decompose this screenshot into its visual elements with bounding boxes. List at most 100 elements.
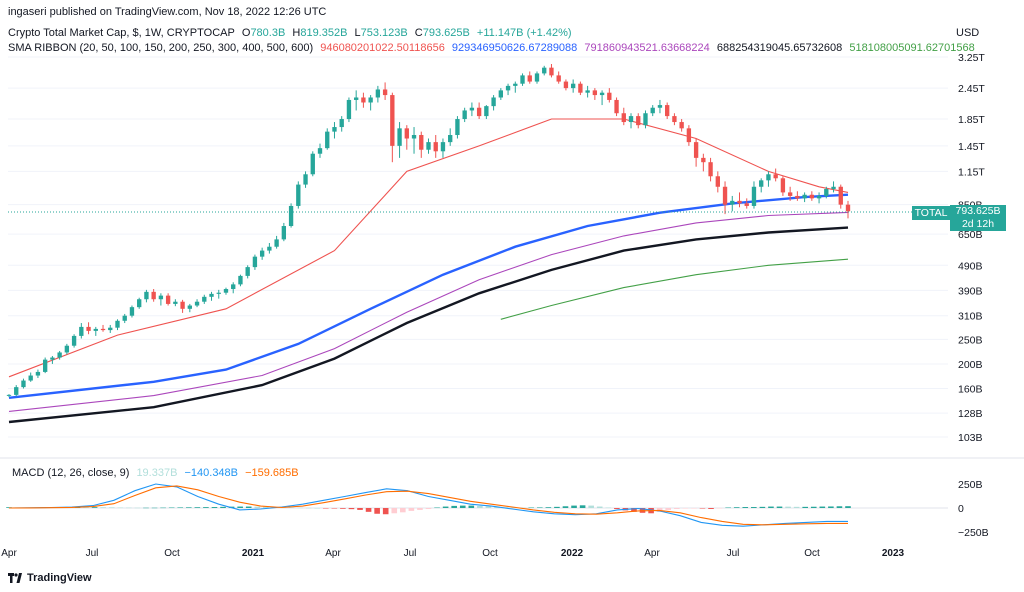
candle-body [657, 105, 663, 108]
candle-body [79, 326, 84, 336]
candle-body [585, 90, 590, 93]
brand-footer[interactable]: TradingView [8, 572, 92, 584]
candle-body [730, 200, 735, 205]
macd-line [8, 483, 848, 527]
macd-histogram-bar [596, 506, 603, 508]
candle-body [787, 192, 793, 196]
candle-body [303, 174, 308, 185]
candle-body [339, 119, 344, 128]
candle-body [505, 85, 511, 91]
candle-body [231, 284, 236, 290]
candle-body [173, 301, 178, 304]
candles [6, 63, 851, 398]
time-tick-label: Jul [727, 548, 740, 559]
candle-body [21, 380, 26, 388]
candle-body [368, 97, 373, 103]
candle-body [64, 345, 70, 353]
candle-body [498, 90, 503, 98]
macd-histogram-bar [408, 508, 415, 511]
candle-body [643, 113, 648, 126]
candle-body [751, 186, 757, 206]
candle-body [216, 292, 221, 294]
macd-histogram-bar [151, 507, 158, 509]
candle-body [607, 92, 612, 100]
brand-name: TradingView [27, 572, 92, 584]
price-tick-label: 200B [958, 359, 983, 371]
ohlc-open: 780.3B [250, 27, 286, 39]
candle-body [382, 89, 388, 96]
candle-body [693, 142, 699, 158]
candle-body [773, 174, 778, 179]
signal-line [8, 485, 848, 526]
macd-histogram-bar [331, 508, 338, 509]
candle-body [701, 157, 706, 163]
macd-histogram-bar [631, 508, 637, 512]
candle-body [332, 127, 337, 132]
ohlc-close: 793.625B [422, 27, 470, 39]
candle-body [86, 326, 91, 331]
macd-histogram-bar [536, 507, 543, 508]
time-axis[interactable]: Apr Jul Oct 2021 Apr Jul Oct 2022 Apr Jul Oct 2023 [1, 548, 904, 559]
macd-histogram-bar [468, 505, 475, 508]
macd-histogram-bar [400, 508, 406, 513]
macd-histogram-bar [442, 506, 449, 508]
macd-histogram-bar [451, 505, 457, 508]
macd-histogram-bar [177, 507, 184, 508]
price-tick-label: 1.15T [958, 166, 985, 178]
macd-histogram-bar [759, 506, 766, 508]
macd-lines [8, 483, 848, 527]
macd-histogram-bar [245, 506, 252, 508]
candle-body [556, 75, 561, 82]
symbol-name[interactable]: Crypto Total Market Cap, $, 1W, CRYPTOCA… [8, 27, 235, 39]
candle-body [448, 135, 453, 143]
macd-histogram-bar [828, 506, 834, 508]
candle-body [419, 135, 424, 150]
macd-histogram-bar [365, 508, 372, 512]
last-price: 793.625B [955, 205, 1001, 217]
candle-body [578, 83, 583, 93]
macd-histogram-bar [614, 508, 620, 509]
candle-body [845, 204, 851, 212]
price-tick-label: 103B [958, 432, 983, 444]
macd-histogram-bar [220, 506, 226, 508]
macd-histogram-bar [425, 508, 432, 509]
time-tick-label: 2021 [242, 548, 265, 559]
candle-body [563, 81, 569, 89]
price-axis[interactable]: 3.25T2.45T1.85T1.45T1.15T850B650B490B390… [958, 52, 985, 444]
candle-body [592, 90, 598, 96]
candle-body [766, 174, 771, 181]
sma-ribbon-title[interactable]: SMA RIBBON (20, 50, 100, 150, 200, 250, … [8, 42, 314, 54]
candle-body [614, 99, 619, 114]
macd-histogram-bar [802, 506, 808, 508]
macd-histogram-bar [751, 507, 757, 508]
time-tick-label: Oct [804, 548, 820, 559]
candle-body [281, 226, 287, 240]
candle-body [426, 142, 431, 150]
macd-title[interactable]: MACD (12, 26, close, 9) [12, 467, 130, 479]
macd-histogram-bar [588, 505, 594, 508]
candle-body [411, 135, 417, 139]
macd-histogram-bar [237, 506, 243, 508]
ohlc-close-label: C [414, 27, 423, 39]
time-tick-label: Apr [325, 548, 341, 559]
time-tick-label: Oct [164, 548, 180, 559]
macd-histogram-bar [665, 508, 672, 510]
candle-body [245, 267, 250, 276]
candle-body [252, 256, 258, 268]
candle-body [42, 359, 48, 372]
ribbon-value: 518108005091.62701568 [849, 42, 975, 54]
macd-histogram-bar [605, 507, 612, 509]
macd-histogram-bar [203, 507, 209, 508]
candle-body [317, 148, 323, 154]
macd-histogram-bar [254, 506, 261, 508]
ribbon-value: 791860943521.63668224 [584, 42, 710, 54]
macd-histogram-bar [417, 508, 423, 510]
candle-body [708, 162, 713, 177]
price-tick-label: 1.45T [958, 141, 985, 153]
candle-body [665, 105, 670, 117]
candle-body [390, 95, 395, 146]
price-tick-label: 128B [958, 408, 983, 420]
macd-histogram-bar [528, 507, 535, 509]
candle-body [520, 75, 525, 84]
